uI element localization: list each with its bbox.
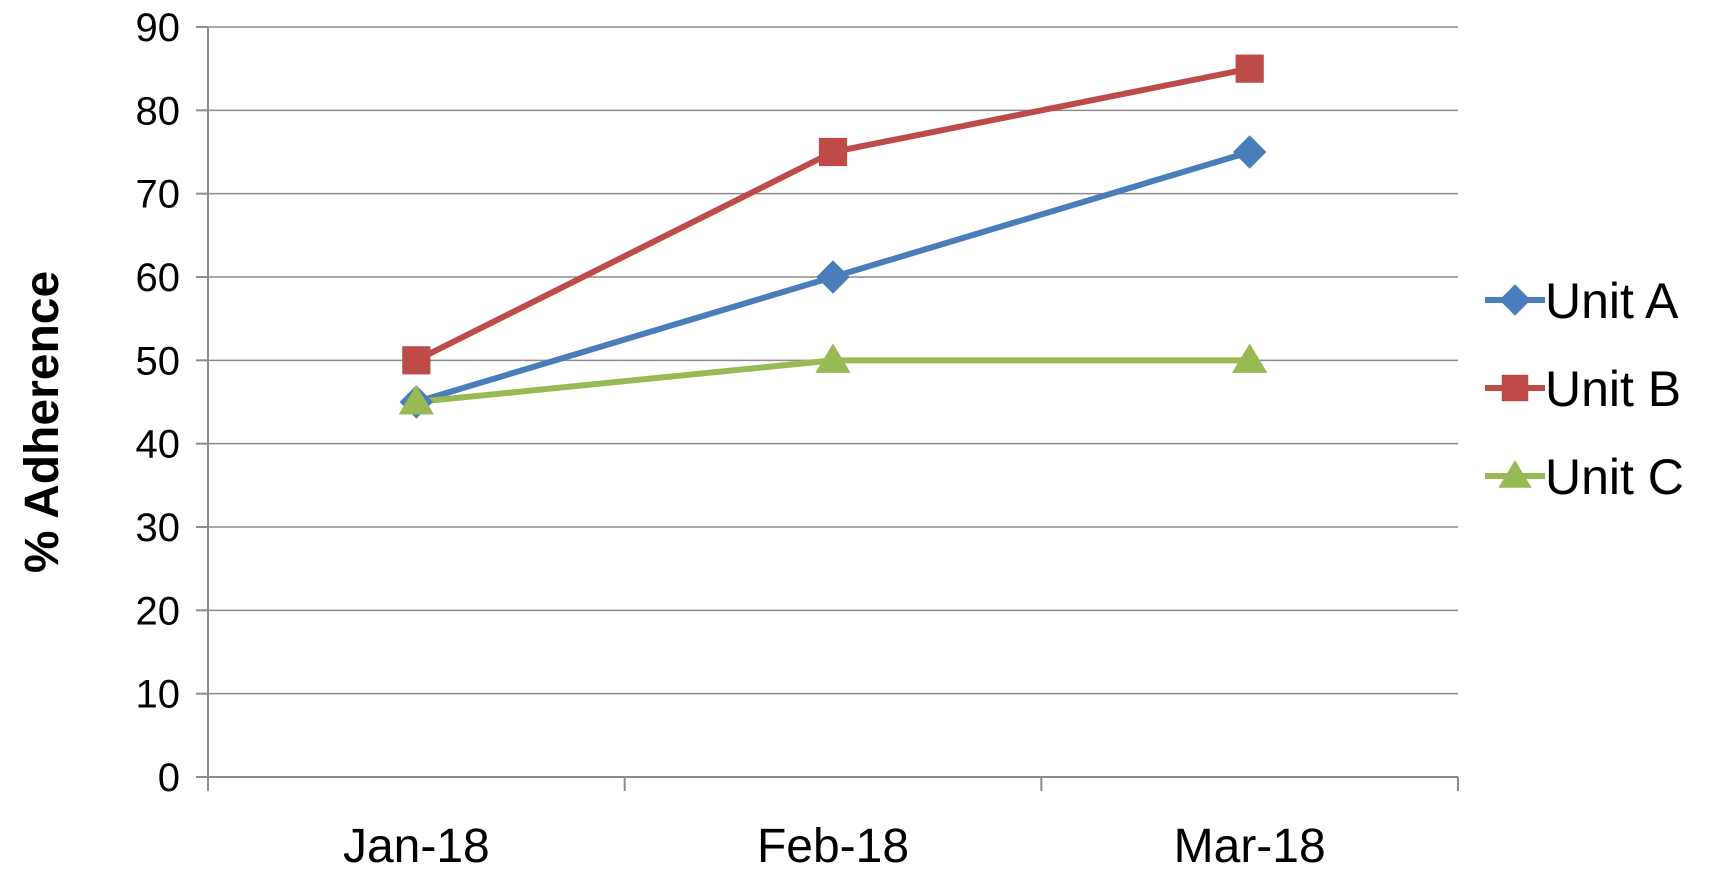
data-point-unit-a [816,260,850,294]
y-tick-label: 70 [136,173,181,217]
x-tick-label: Jan-18 [343,820,490,873]
data-point-unit-c [815,343,851,373]
data-point-unit-c [1231,343,1268,373]
x-tick-label: Mar-18 [1174,820,1326,873]
data-point-unit-b [402,346,431,375]
x-tick-label: Feb-18 [757,820,909,873]
data-point-unit-b [818,137,848,167]
data-point-unit-a [1232,135,1267,169]
y-tick-label: 90 [136,6,181,50]
legend-label-unit-a: Unit A [1545,273,1679,329]
series-line-unit-b [414,65,1251,364]
legend-marker-unit-b [1501,374,1529,402]
legend-marker-unit-a [1499,284,1531,316]
y-tick-label: 60 [136,256,181,300]
legend-marker-unit-c [1498,460,1532,488]
data-point-unit-b [1235,54,1264,83]
y-axis-ticks: 0 10 20 30 40 50 60 70 80 90 [136,6,208,800]
data-point-unit-c [398,385,435,415]
legend: Unit A Unit B Unit C [1485,273,1684,505]
y-tick-label: 40 [136,423,181,467]
y-tick-label: 30 [136,506,181,550]
y-tick-label: 50 [136,339,181,383]
x-axis-ticks: Jan-18 Feb-18 Mar-18 [207,777,1459,873]
legend-label-unit-c: Unit C [1545,449,1684,505]
y-tick-label: 10 [136,673,181,717]
y-tick-label: 20 [136,589,181,633]
axes [207,27,1458,787]
y-tick-label: 0 [158,756,180,800]
y-axis-label: % Adherence [16,271,69,573]
legend-label-unit-b: Unit B [1545,361,1681,417]
series-markers [398,54,1268,419]
y-tick-label: 80 [136,89,181,133]
